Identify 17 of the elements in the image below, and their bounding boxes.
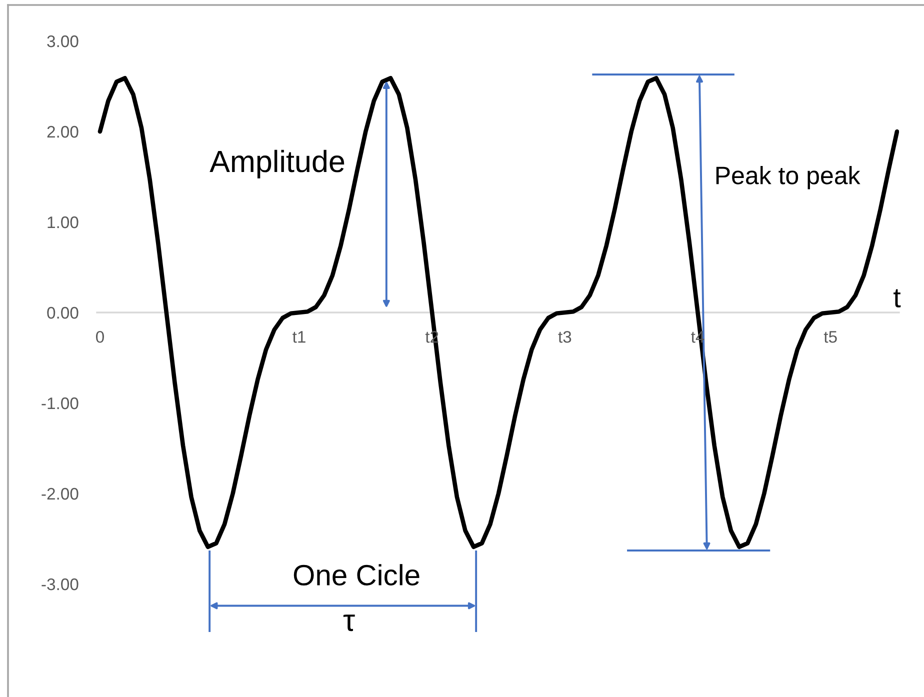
x-tick-label: 0: [96, 330, 104, 343]
annotation: One Cicle: [294, 564, 420, 586]
y-tick-label: -3.00: [42, 578, 78, 590]
x-tick-label: t3: [558, 330, 572, 343]
y-tick-label: -2.00: [42, 488, 78, 500]
y-tick-label: 1.00: [48, 216, 78, 228]
y-tick-label: 0.00: [47, 306, 78, 319]
y-tick-label: -1.00: [42, 397, 78, 410]
x-axis-title: t: [894, 289, 901, 308]
x-tick-label: t5: [824, 331, 837, 343]
annotation: Amplitude: [210, 150, 344, 178]
line-series: [98, 76, 899, 550]
text: τ: [343, 614, 355, 632]
annotation: Peak to peak: [716, 166, 860, 190]
x-tick-label: t1: [292, 331, 306, 343]
y-tick-label: 2.00: [47, 126, 78, 138]
y-tick-label: 3.00: [47, 35, 78, 48]
